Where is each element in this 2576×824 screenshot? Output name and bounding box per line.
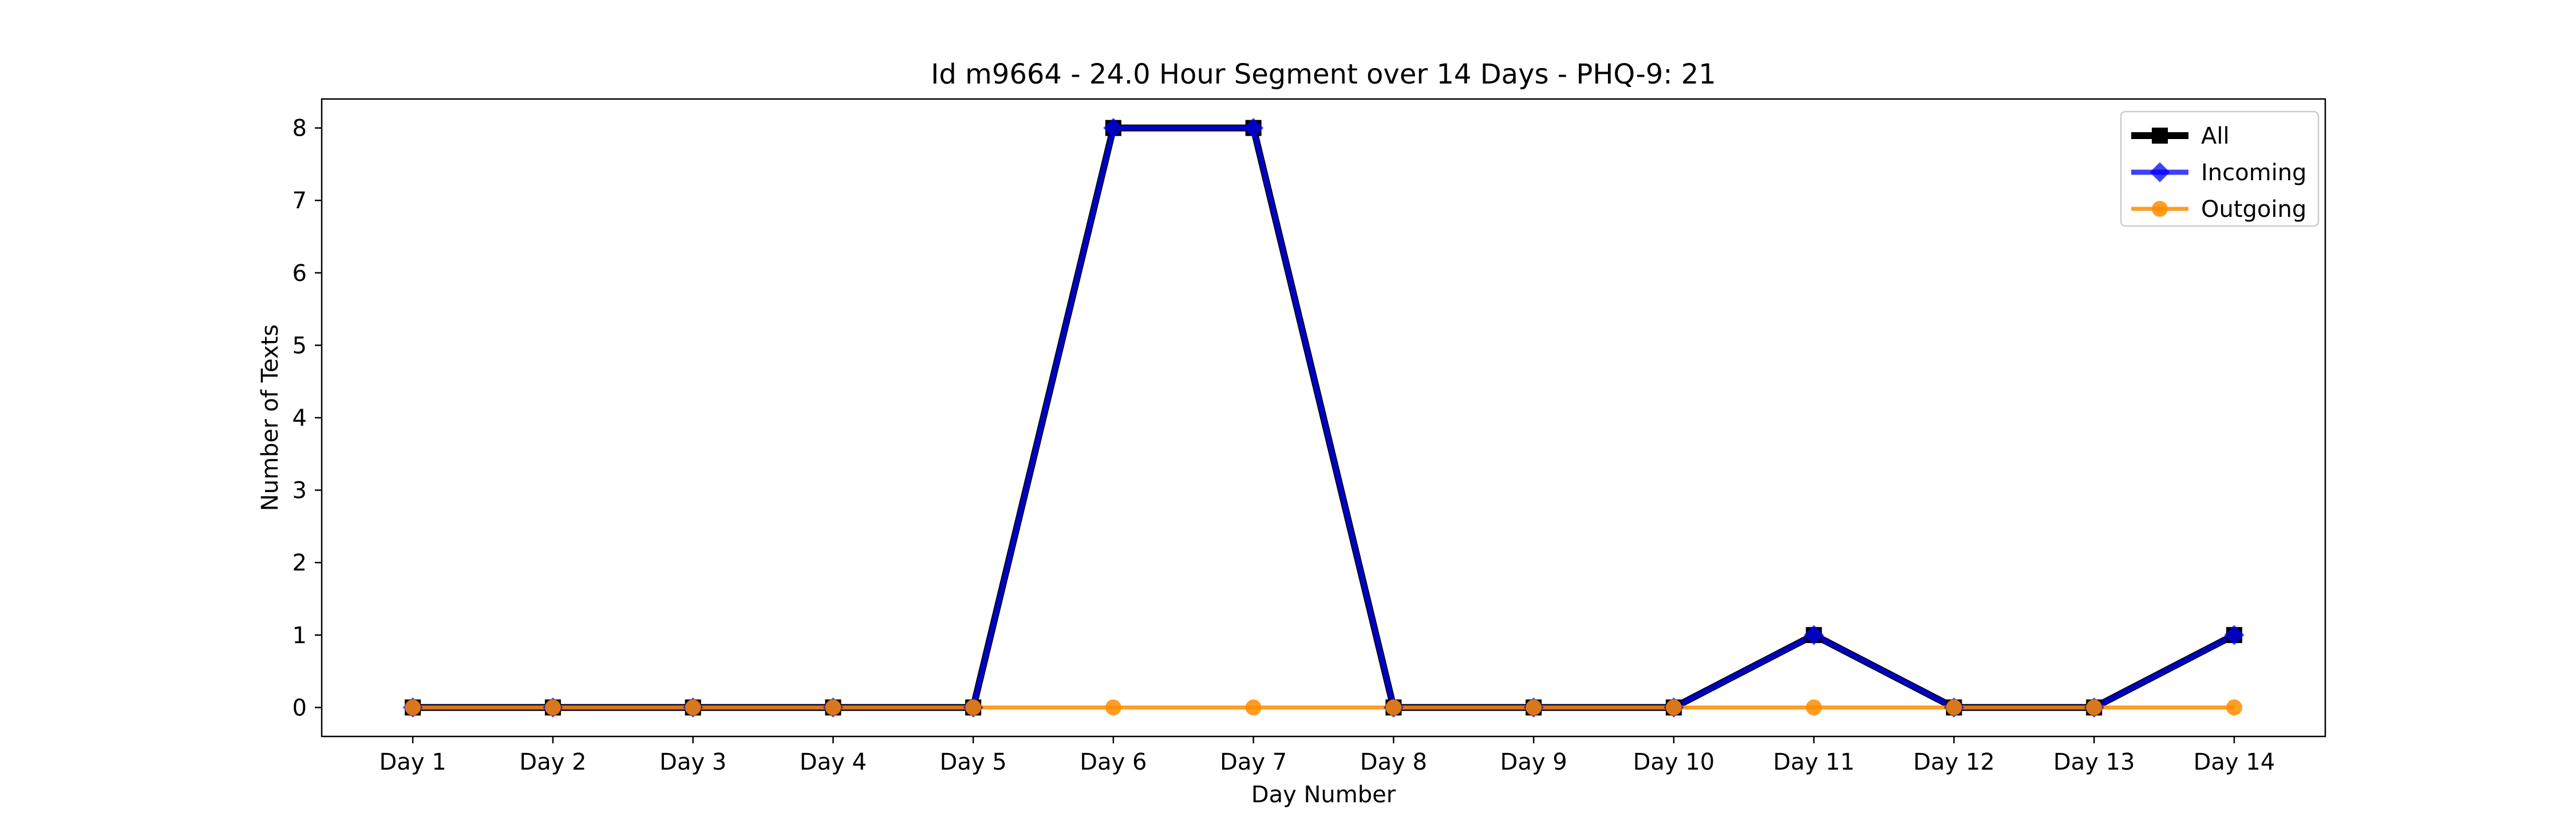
data-point-outgoing	[2086, 699, 2103, 716]
y-tick-label: 6	[293, 260, 307, 287]
x-tick-label: Day 2	[519, 749, 586, 775]
data-point-incoming	[1103, 118, 1124, 138]
y-axis-label: Number of Texts	[257, 324, 283, 511]
series-markers	[402, 118, 2245, 718]
legend-label-outgoing: Outgoing	[2201, 196, 2306, 223]
x-tick-label: Day 3	[659, 749, 726, 775]
legend: All Incoming Outgoing	[2120, 110, 2320, 227]
x-tick-label: Day 11	[1773, 749, 1855, 775]
data-point-outgoing	[1105, 699, 1121, 716]
y-tick-label: 2	[293, 550, 307, 576]
legend-marker-all	[2152, 128, 2168, 144]
chart-title: Id m9664 - 24.0 Hour Segment over 14 Day…	[931, 58, 1716, 90]
x-tick-label: Day 8	[1360, 749, 1427, 775]
data-point-outgoing	[685, 699, 701, 716]
x-tick-label: Day 12	[1913, 749, 1995, 775]
x-tick-label: Day 6	[1080, 749, 1147, 775]
y-axis-ticks: 0 1 2 3 4 5 6 7 8	[293, 116, 322, 721]
x-tick-label: Day 9	[1500, 749, 1567, 775]
legend-marker-outgoing	[2152, 201, 2168, 217]
legend-label-all: All	[2201, 123, 2230, 149]
data-point-outgoing	[1946, 699, 1962, 716]
data-point-incoming	[1243, 118, 1264, 138]
data-point-outgoing	[2226, 699, 2242, 716]
y-tick-label: 0	[293, 695, 307, 721]
data-point-outgoing	[965, 699, 982, 716]
x-tick-label: Day 14	[2194, 749, 2275, 775]
y-tick-label: 8	[293, 116, 307, 142]
data-point-outgoing	[825, 699, 841, 716]
data-point-incoming	[1804, 625, 1824, 645]
x-tick-label: Day 5	[940, 749, 1007, 775]
data-point-outgoing	[1665, 699, 1682, 716]
y-tick-label: 7	[293, 188, 307, 214]
x-tick-label: Day 13	[2053, 749, 2135, 775]
plot-frame	[321, 98, 2326, 738]
y-tick-label: 3	[293, 478, 307, 504]
y-tick-label: 5	[293, 332, 307, 359]
data-point-outgoing	[544, 699, 561, 716]
legend-box	[2120, 110, 2320, 227]
x-axis-ticks: Day 1 Day 2 Day 3 Day 4 Day 5 Day 6 Day 7 Day 8…	[380, 736, 2275, 775]
data-point-outgoing	[1245, 699, 1262, 716]
x-tick-label: Day 10	[1633, 749, 1715, 775]
legend-label-incoming: Incoming	[2201, 160, 2306, 186]
x-tick-label: Day 7	[1220, 749, 1287, 775]
data-point-incoming	[2224, 625, 2245, 645]
data-point-outgoing	[1805, 699, 1822, 716]
series-lines	[413, 124, 2236, 711]
x-tick-label: Day 4	[800, 749, 867, 775]
data-point-outgoing	[405, 699, 421, 716]
data-point-outgoing	[1526, 699, 1542, 716]
legend-marker-incoming	[2150, 162, 2170, 183]
y-tick-label: 1	[293, 623, 307, 649]
data-point-outgoing	[1385, 699, 1402, 716]
y-tick-label: 4	[293, 405, 307, 431]
x-tick-label: Day 1	[380, 749, 447, 775]
x-axis-label: Day Number	[1251, 782, 1396, 808]
